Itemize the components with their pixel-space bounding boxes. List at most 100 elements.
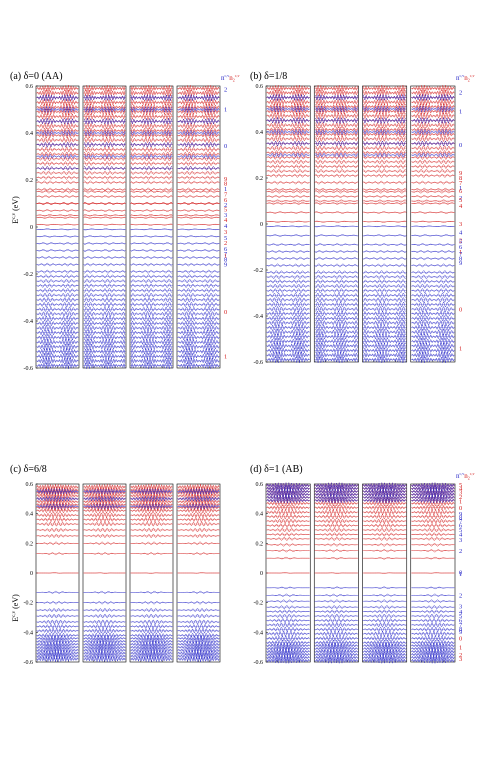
level-index-label: 7 — [459, 180, 463, 187]
conduction-level — [177, 504, 220, 512]
conduction-level — [177, 516, 220, 523]
valence-level — [363, 333, 406, 341]
level-index-label: 3 — [459, 656, 462, 663]
conduction-level — [411, 85, 455, 92]
conduction-level — [315, 190, 358, 194]
valence-level — [315, 250, 358, 253]
conduction-level — [315, 129, 358, 136]
conduction-level — [411, 105, 455, 113]
conduction-level — [411, 490, 455, 498]
y-tick-label: -0.6 — [254, 360, 264, 366]
level-index-label: 9 — [459, 629, 462, 636]
valence-level — [315, 609, 358, 614]
conduction-level — [177, 112, 220, 121]
subpanel-2 — [313, 481, 359, 665]
y-tick-label: 0.4 — [256, 512, 264, 518]
conduction-level — [130, 194, 173, 198]
conduction-level — [363, 482, 406, 489]
conduction-level — [411, 504, 455, 512]
valence-level — [130, 338, 173, 346]
level-index-label: 6 — [459, 244, 463, 251]
conduction-level — [83, 190, 126, 194]
valence-level — [130, 634, 173, 642]
y-tick-label: -0.2 — [24, 601, 34, 607]
y-tick-label: 0.2 — [26, 541, 34, 547]
level-index-label: 9 — [459, 170, 462, 177]
conduction-level — [315, 154, 358, 160]
y-tick-label: 0 — [260, 571, 263, 577]
subpanel-2 — [82, 85, 127, 369]
valence-level — [363, 314, 406, 322]
valence-level — [411, 651, 455, 659]
conduction-level — [315, 488, 358, 495]
valence-level — [363, 305, 406, 313]
valence-level — [363, 301, 406, 308]
y-tick-label: -0.4 — [24, 630, 34, 636]
conduction-level — [315, 98, 358, 106]
valence-level — [363, 310, 406, 317]
conduction-level — [177, 495, 220, 503]
subpanel-1 — [265, 85, 311, 363]
valence-level — [411, 342, 455, 350]
valence-level — [130, 613, 173, 619]
conduction-level — [411, 93, 455, 101]
conduction-level — [83, 156, 126, 162]
level-index-label: 3 — [459, 221, 462, 228]
level-index-label: 5 — [224, 235, 227, 242]
level-index-label: 7 — [459, 518, 463, 525]
level-index-label: 7 — [224, 191, 228, 198]
valence-level — [83, 292, 126, 298]
valence-level — [84, 632, 126, 638]
level-index-label: 9 — [459, 511, 462, 518]
level-index-label: 9 — [224, 261, 227, 268]
level-index-label: 5 — [224, 207, 227, 214]
level-index-label: 5 — [459, 482, 462, 489]
level-index-label: 2 — [224, 87, 227, 94]
level-index-label: 1 — [224, 353, 227, 360]
conduction-level — [84, 512, 126, 519]
level-index-label: 4 — [224, 217, 228, 224]
valence-level — [411, 657, 455, 664]
conduction-level — [177, 105, 220, 113]
y-tick-label: -0.4 — [254, 630, 264, 636]
valence-level — [177, 619, 220, 625]
conduction-level — [177, 501, 220, 509]
conduction-level — [177, 487, 220, 496]
y-tick-label: 0.2 — [256, 541, 264, 547]
valence-level — [177, 333, 220, 342]
level-index-label: 4 — [459, 486, 463, 493]
y-tick-label: 0.6 — [26, 482, 34, 488]
conduction-level — [411, 493, 455, 501]
legend-label: nc,vn2c,v — [456, 471, 475, 481]
conduction-level — [363, 504, 406, 512]
valence-level — [363, 346, 406, 355]
conduction-level — [130, 495, 173, 503]
valence-level — [130, 306, 173, 313]
subpanel-2 — [313, 85, 359, 363]
level-index-label: 1 — [224, 107, 227, 114]
panel-b: (b) δ=1/8 nc,vn2c,v 0.6 0.4 0.2 0 -0.2 -0.4 -0.6… — [250, 71, 475, 366]
conduction-level — [315, 509, 358, 516]
level-index-label: 3 — [459, 604, 462, 611]
level-index-label: 4 — [224, 223, 228, 230]
valence-level — [315, 310, 358, 317]
valence-level — [177, 343, 220, 351]
conduction-level — [411, 499, 455, 507]
valence-level — [315, 283, 358, 289]
valence-level — [130, 655, 173, 663]
valence-level — [84, 627, 126, 634]
level-index-label: 6 — [459, 618, 463, 625]
level-index-label: 1 — [459, 571, 462, 578]
conduction-level — [411, 518, 455, 524]
valence-level — [130, 637, 173, 645]
level-index-label: 1 — [459, 498, 462, 505]
conduction-level — [130, 527, 173, 533]
level-index-label: 2 — [459, 195, 462, 202]
level-index-label: 2 — [459, 592, 462, 599]
valence-level — [130, 347, 173, 356]
conduction-level — [411, 487, 455, 495]
conduction-level — [363, 107, 406, 115]
conduction-level — [83, 533, 126, 538]
subpanel-4 — [176, 85, 221, 369]
valence-level — [83, 650, 126, 657]
